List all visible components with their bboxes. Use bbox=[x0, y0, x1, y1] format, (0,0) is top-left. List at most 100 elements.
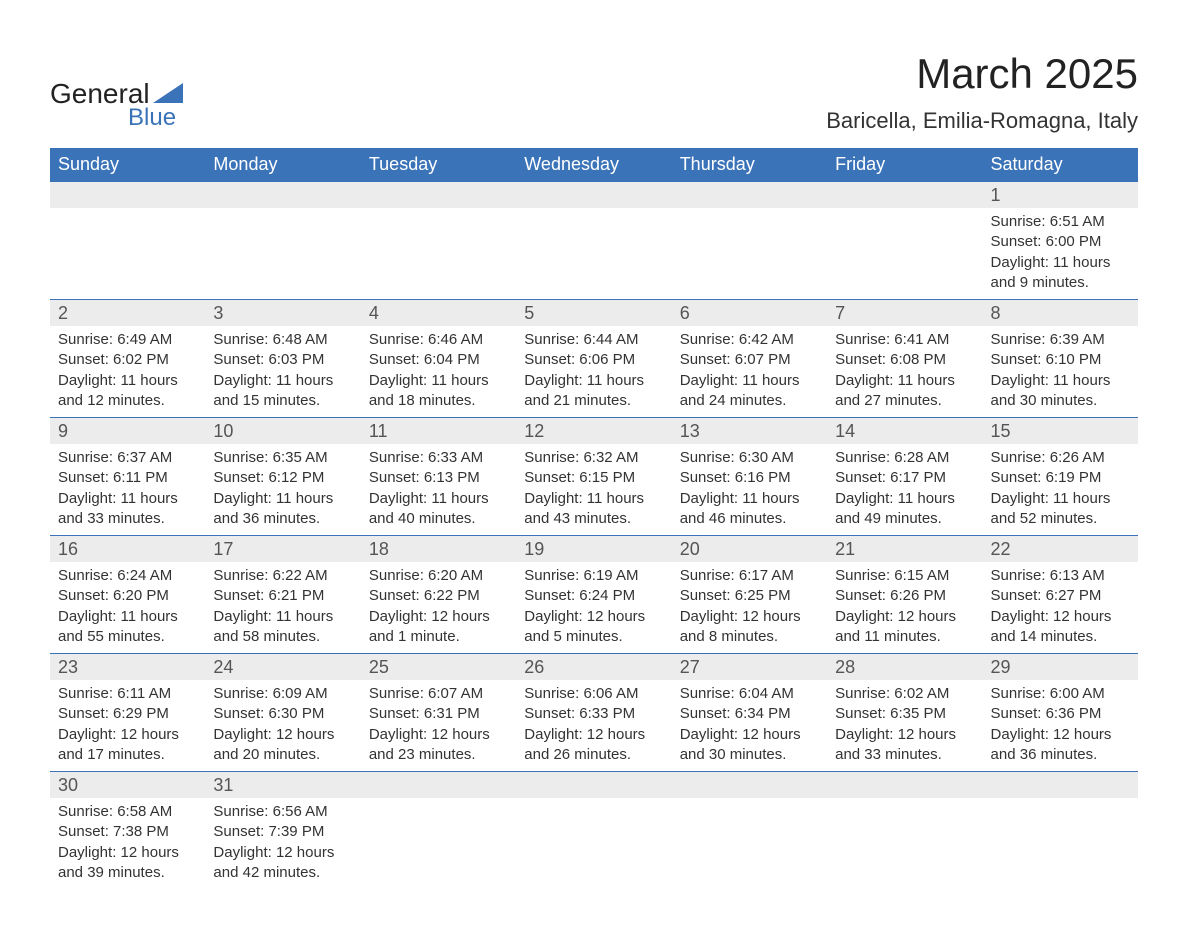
daylight1-text: Daylight: 11 hours bbox=[991, 253, 1130, 273]
sunrise-text: Sunrise: 6:35 AM bbox=[213, 448, 352, 468]
daylight1-text: Daylight: 12 hours bbox=[991, 607, 1130, 627]
sunset-text: Sunset: 6:25 PM bbox=[680, 586, 819, 606]
daylight1-text: Daylight: 12 hours bbox=[58, 725, 197, 745]
day-data-cell: Sunrise: 6:56 AMSunset: 7:39 PMDaylight:… bbox=[205, 798, 360, 889]
daylight1-text: Daylight: 11 hours bbox=[213, 371, 352, 391]
sunrise-text: Sunrise: 6:32 AM bbox=[524, 448, 663, 468]
sunrise-text: Sunrise: 6:04 AM bbox=[680, 684, 819, 704]
day-number-cell: 10 bbox=[205, 418, 360, 445]
day-data-cell: Sunrise: 6:32 AMSunset: 6:15 PMDaylight:… bbox=[516, 444, 671, 536]
page-header: General Blue March 2025 Baricella, Emili… bbox=[50, 50, 1138, 140]
day-number-cell: 20 bbox=[672, 536, 827, 563]
day-data-cell: Sunrise: 6:28 AMSunset: 6:17 PMDaylight:… bbox=[827, 444, 982, 536]
day-number-cell: 28 bbox=[827, 654, 982, 681]
daylight1-text: Daylight: 11 hours bbox=[680, 489, 819, 509]
sunset-text: Sunset: 6:03 PM bbox=[213, 350, 352, 370]
daylight2-text: and 43 minutes. bbox=[524, 509, 663, 529]
sunrise-text: Sunrise: 6:09 AM bbox=[213, 684, 352, 704]
daynum-row: 3031 bbox=[50, 772, 1138, 799]
sunset-text: Sunset: 6:27 PM bbox=[991, 586, 1130, 606]
daylight1-text: Daylight: 12 hours bbox=[680, 725, 819, 745]
daylight1-text: Daylight: 12 hours bbox=[524, 725, 663, 745]
sunset-text: Sunset: 6:36 PM bbox=[991, 704, 1130, 724]
day-data-cell: Sunrise: 6:48 AMSunset: 6:03 PMDaylight:… bbox=[205, 326, 360, 418]
day-data-cell: Sunrise: 6:17 AMSunset: 6:25 PMDaylight:… bbox=[672, 562, 827, 654]
sunrise-text: Sunrise: 6:15 AM bbox=[835, 566, 974, 586]
daylight2-text: and 30 minutes. bbox=[680, 745, 819, 765]
data-row: Sunrise: 6:58 AMSunset: 7:38 PMDaylight:… bbox=[50, 798, 1138, 889]
sunrise-text: Sunrise: 6:44 AM bbox=[524, 330, 663, 350]
day-number-cell: 11 bbox=[361, 418, 516, 445]
day-data-cell: Sunrise: 6:24 AMSunset: 6:20 PMDaylight:… bbox=[50, 562, 205, 654]
sunset-text: Sunset: 6:20 PM bbox=[58, 586, 197, 606]
daylight2-text: and 18 minutes. bbox=[369, 391, 508, 411]
daylight2-text: and 9 minutes. bbox=[991, 273, 1130, 293]
sunset-text: Sunset: 6:34 PM bbox=[680, 704, 819, 724]
daylight1-text: Daylight: 11 hours bbox=[524, 371, 663, 391]
daylight2-text: and 36 minutes. bbox=[991, 745, 1130, 765]
day-number-cell bbox=[205, 182, 360, 209]
day-number-cell bbox=[827, 772, 982, 799]
day-number-cell bbox=[516, 772, 671, 799]
sunrise-text: Sunrise: 6:24 AM bbox=[58, 566, 197, 586]
sunrise-text: Sunrise: 6:28 AM bbox=[835, 448, 974, 468]
day-number-cell: 15 bbox=[983, 418, 1138, 445]
sunrise-text: Sunrise: 6:19 AM bbox=[524, 566, 663, 586]
day-data-cell bbox=[516, 208, 671, 300]
day-number-cell bbox=[516, 182, 671, 209]
weekday-header: Tuesday bbox=[361, 148, 516, 182]
daylight1-text: Daylight: 12 hours bbox=[524, 607, 663, 627]
sunrise-text: Sunrise: 6:17 AM bbox=[680, 566, 819, 586]
day-number-cell: 22 bbox=[983, 536, 1138, 563]
day-data-cell: Sunrise: 6:33 AMSunset: 6:13 PMDaylight:… bbox=[361, 444, 516, 536]
day-data-cell: Sunrise: 6:58 AMSunset: 7:38 PMDaylight:… bbox=[50, 798, 205, 889]
daylight1-text: Daylight: 11 hours bbox=[524, 489, 663, 509]
data-row: Sunrise: 6:37 AMSunset: 6:11 PMDaylight:… bbox=[50, 444, 1138, 536]
sunset-text: Sunset: 6:06 PM bbox=[524, 350, 663, 370]
daylight2-text: and 12 minutes. bbox=[58, 391, 197, 411]
day-data-cell: Sunrise: 6:42 AMSunset: 6:07 PMDaylight:… bbox=[672, 326, 827, 418]
sunset-text: Sunset: 6:07 PM bbox=[680, 350, 819, 370]
daylight1-text: Daylight: 12 hours bbox=[835, 607, 974, 627]
day-number-cell: 30 bbox=[50, 772, 205, 799]
daylight2-text: and 55 minutes. bbox=[58, 627, 197, 647]
day-data-cell bbox=[361, 798, 516, 889]
sunset-text: Sunset: 6:10 PM bbox=[991, 350, 1130, 370]
sunrise-text: Sunrise: 6:39 AM bbox=[991, 330, 1130, 350]
day-number-cell bbox=[672, 772, 827, 799]
daylight2-text: and 15 minutes. bbox=[213, 391, 352, 411]
day-data-cell: Sunrise: 6:44 AMSunset: 6:06 PMDaylight:… bbox=[516, 326, 671, 418]
data-row: Sunrise: 6:49 AMSunset: 6:02 PMDaylight:… bbox=[50, 326, 1138, 418]
day-data-cell: Sunrise: 6:13 AMSunset: 6:27 PMDaylight:… bbox=[983, 562, 1138, 654]
daylight2-text: and 26 minutes. bbox=[524, 745, 663, 765]
daylight1-text: Daylight: 12 hours bbox=[680, 607, 819, 627]
weekday-header: Wednesday bbox=[516, 148, 671, 182]
sunrise-text: Sunrise: 6:56 AM bbox=[213, 802, 352, 822]
day-data-cell: Sunrise: 6:37 AMSunset: 6:11 PMDaylight:… bbox=[50, 444, 205, 536]
sunrise-text: Sunrise: 6:33 AM bbox=[369, 448, 508, 468]
sunrise-text: Sunrise: 6:41 AM bbox=[835, 330, 974, 350]
sunset-text: Sunset: 6:35 PM bbox=[835, 704, 974, 724]
daylight1-text: Daylight: 12 hours bbox=[369, 725, 508, 745]
daynum-row: 23242526272829 bbox=[50, 654, 1138, 681]
daylight1-text: Daylight: 12 hours bbox=[58, 843, 197, 863]
day-data-cell bbox=[827, 798, 982, 889]
sunrise-text: Sunrise: 6:46 AM bbox=[369, 330, 508, 350]
sunrise-text: Sunrise: 6:48 AM bbox=[213, 330, 352, 350]
sunset-text: Sunset: 6:11 PM bbox=[58, 468, 197, 488]
sunrise-text: Sunrise: 6:02 AM bbox=[835, 684, 974, 704]
day-number-cell: 19 bbox=[516, 536, 671, 563]
day-number-cell bbox=[827, 182, 982, 209]
day-data-cell: Sunrise: 6:11 AMSunset: 6:29 PMDaylight:… bbox=[50, 680, 205, 772]
daylight2-text: and 23 minutes. bbox=[369, 745, 508, 765]
day-data-cell: Sunrise: 6:30 AMSunset: 6:16 PMDaylight:… bbox=[672, 444, 827, 536]
day-data-cell bbox=[361, 208, 516, 300]
day-data-cell bbox=[672, 798, 827, 889]
day-data-cell: Sunrise: 6:26 AMSunset: 6:19 PMDaylight:… bbox=[983, 444, 1138, 536]
daylight2-text: and 11 minutes. bbox=[835, 627, 974, 647]
daylight1-text: Daylight: 11 hours bbox=[58, 489, 197, 509]
daylight2-text: and 1 minute. bbox=[369, 627, 508, 647]
day-number-cell: 12 bbox=[516, 418, 671, 445]
day-data-cell: Sunrise: 6:39 AMSunset: 6:10 PMDaylight:… bbox=[983, 326, 1138, 418]
daylight2-text: and 21 minutes. bbox=[524, 391, 663, 411]
